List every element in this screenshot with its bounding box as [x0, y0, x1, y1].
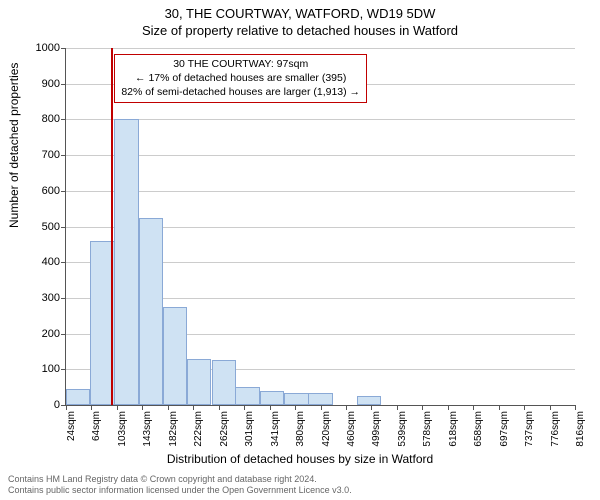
ytick-label: 300 — [42, 292, 60, 304]
xtick-mark — [117, 405, 118, 410]
plot-area: 0100200300400500600700800900100024sqm64s… — [65, 48, 575, 406]
histogram-bar — [187, 359, 211, 405]
ytick-mark — [61, 84, 66, 85]
xtick-mark — [473, 405, 474, 410]
ytick-mark — [61, 155, 66, 156]
xtick-mark — [321, 405, 322, 410]
xtick-mark — [142, 405, 143, 410]
ytick-label: 600 — [42, 185, 60, 197]
histogram-bar — [114, 119, 138, 405]
ytick-label: 700 — [42, 149, 60, 161]
y-axis-title: Number of detached properties — [7, 63, 21, 228]
xtick-mark — [168, 405, 169, 410]
xtick-mark — [295, 405, 296, 410]
ytick-mark — [61, 334, 66, 335]
xtick-mark — [219, 405, 220, 410]
ytick-mark — [61, 298, 66, 299]
gridline — [66, 155, 575, 156]
ytick-label: 200 — [42, 328, 60, 340]
histogram-bar — [66, 389, 90, 405]
xtick-label: 697sqm — [499, 411, 510, 447]
xtick-mark — [499, 405, 500, 410]
annotation-line-3: 82% of semi-detached houses are larger (… — [121, 86, 360, 100]
histogram-bar — [212, 360, 236, 405]
histogram-bar — [260, 391, 284, 405]
ytick-label: 0 — [54, 399, 60, 411]
plot-inner: 0100200300400500600700800900100024sqm64s… — [65, 48, 575, 406]
histogram-bar — [163, 307, 187, 405]
gridline — [66, 119, 575, 120]
xtick-label: 64sqm — [91, 411, 102, 441]
annotation-line-1: 30 THE COURTWAY: 97sqm — [121, 58, 360, 72]
property-marker-line — [111, 48, 113, 405]
footer-line-1: Contains HM Land Registry data © Crown c… — [8, 474, 352, 485]
xtick-label: 24sqm — [66, 411, 77, 441]
xtick-label: 776sqm — [550, 411, 561, 447]
xtick-label: 539sqm — [397, 411, 408, 447]
chart-title-address: 30, THE COURTWAY, WATFORD, WD19 5DW — [0, 0, 600, 21]
ytick-mark — [61, 369, 66, 370]
histogram-bar — [357, 396, 381, 405]
histogram-bar — [284, 393, 308, 405]
histogram-bar — [308, 393, 332, 405]
xtick-label: 222sqm — [193, 411, 204, 447]
gridline — [66, 191, 575, 192]
xtick-label: 499sqm — [371, 411, 382, 447]
xtick-label: 618sqm — [448, 411, 459, 447]
chart-container: 30, THE COURTWAY, WATFORD, WD19 5DW Size… — [0, 0, 600, 500]
chart-subtitle: Size of property relative to detached ho… — [0, 21, 600, 38]
xtick-label: 460sqm — [346, 411, 357, 447]
xtick-label: 380sqm — [295, 411, 306, 447]
xtick-label: 341sqm — [270, 411, 281, 447]
ytick-mark — [61, 262, 66, 263]
xtick-label: 420sqm — [321, 411, 332, 447]
footer-attribution: Contains HM Land Registry data © Crown c… — [8, 474, 352, 497]
xtick-mark — [91, 405, 92, 410]
ytick-label: 900 — [42, 78, 60, 90]
histogram-bar — [235, 387, 259, 405]
xtick-mark — [524, 405, 525, 410]
xtick-mark — [193, 405, 194, 410]
ytick-label: 1000 — [36, 42, 60, 54]
xtick-label: 103sqm — [117, 411, 128, 447]
x-axis-title: Distribution of detached houses by size … — [0, 452, 600, 466]
ytick-label: 100 — [42, 363, 60, 375]
xtick-mark — [575, 405, 576, 410]
xtick-mark — [397, 405, 398, 410]
xtick-label: 816sqm — [575, 411, 586, 447]
xtick-label: 301sqm — [244, 411, 255, 447]
xtick-mark — [270, 405, 271, 410]
annotation-box: 30 THE COURTWAY: 97sqm← 17% of detached … — [114, 54, 367, 103]
xtick-mark — [371, 405, 372, 410]
xtick-mark — [244, 405, 245, 410]
xtick-label: 737sqm — [524, 411, 535, 447]
xtick-label: 143sqm — [142, 411, 153, 447]
xtick-mark — [422, 405, 423, 410]
ytick-mark — [61, 227, 66, 228]
xtick-mark — [550, 405, 551, 410]
xtick-label: 658sqm — [473, 411, 484, 447]
ytick-mark — [61, 191, 66, 192]
annotation-line-2: ← 17% of detached houses are smaller (39… — [121, 72, 360, 86]
xtick-mark — [66, 405, 67, 410]
histogram-bar — [139, 218, 163, 405]
footer-line-2: Contains public sector information licen… — [8, 485, 352, 496]
ytick-label: 400 — [42, 256, 60, 268]
xtick-label: 182sqm — [168, 411, 179, 447]
xtick-mark — [448, 405, 449, 410]
ytick-mark — [61, 119, 66, 120]
ytick-label: 500 — [42, 221, 60, 233]
xtick-label: 262sqm — [219, 411, 230, 447]
ytick-label: 800 — [42, 113, 60, 125]
ytick-mark — [61, 48, 66, 49]
xtick-label: 578sqm — [422, 411, 433, 447]
xtick-mark — [346, 405, 347, 410]
gridline — [66, 48, 575, 49]
